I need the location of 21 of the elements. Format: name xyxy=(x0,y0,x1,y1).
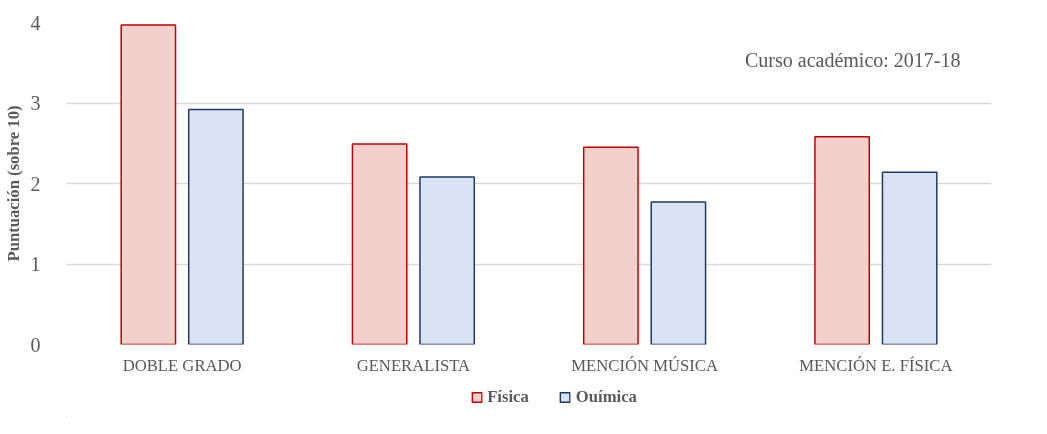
x-tick-label: MENCIÓN MÚSICA xyxy=(571,355,718,375)
x-tick-label: MENCIÓN E. FÍSICA xyxy=(799,355,953,375)
y-tick-label: 3 xyxy=(30,92,41,114)
y-tick-label: 0 xyxy=(30,333,41,356)
bar xyxy=(120,24,177,345)
legend-label: Ouímica xyxy=(575,387,637,407)
bar xyxy=(351,143,408,345)
bar xyxy=(881,171,938,345)
bar xyxy=(650,201,707,345)
legend-label: Física xyxy=(487,387,529,407)
y-tick-label: 2 xyxy=(30,172,41,195)
bar xyxy=(814,136,871,345)
y-tick-label: 1 xyxy=(30,253,41,275)
y-axis-title: Puntuación (sobre 10) xyxy=(3,105,23,262)
y-tick-label: 4 xyxy=(30,11,41,34)
bar xyxy=(419,176,476,345)
annotation: Curso académico: 2017-18 xyxy=(745,48,961,71)
x-tick-label: DOBLE GRADO xyxy=(122,355,242,375)
bar xyxy=(187,108,244,345)
x-tick-label: GENERALISTA xyxy=(356,355,471,375)
bar xyxy=(582,146,639,345)
